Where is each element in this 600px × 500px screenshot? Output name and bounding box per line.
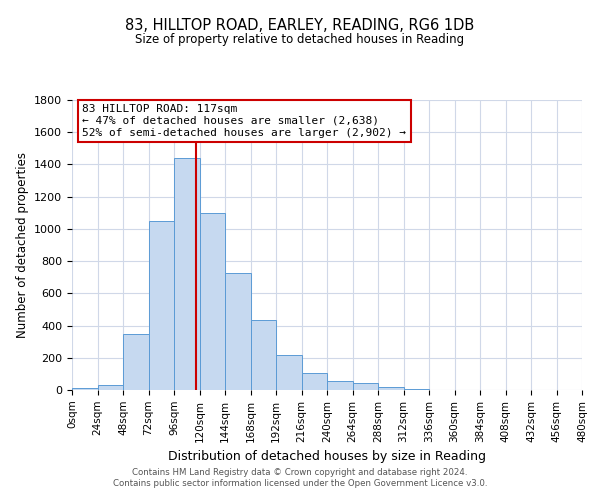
Bar [225,273,251,390]
Bar [199,213,225,390]
Bar [97,385,123,390]
Bar [302,373,327,390]
Text: 83 HILLTOP ROAD: 117sqm
← 47% of detached houses are smaller (2,638)
52% of semi: 83 HILLTOP ROAD: 117sqm ← 47% of detache… [82,104,406,138]
Bar [378,387,404,390]
Bar [123,334,149,390]
Bar [251,320,276,390]
Bar [404,389,429,390]
Text: Size of property relative to detached houses in Reading: Size of property relative to detached ho… [136,32,464,46]
Bar [174,158,199,390]
Text: 83, HILLTOP ROAD, EARLEY, READING, RG6 1DB: 83, HILLTOP ROAD, EARLEY, READING, RG6 1… [125,18,475,32]
Bar [276,354,302,390]
Bar [353,383,378,390]
Bar [72,388,97,390]
Bar [327,381,353,390]
Bar [149,221,174,390]
Text: Contains HM Land Registry data © Crown copyright and database right 2024.
Contai: Contains HM Land Registry data © Crown c… [113,468,487,487]
X-axis label: Distribution of detached houses by size in Reading: Distribution of detached houses by size … [168,450,486,463]
Y-axis label: Number of detached properties: Number of detached properties [16,152,29,338]
